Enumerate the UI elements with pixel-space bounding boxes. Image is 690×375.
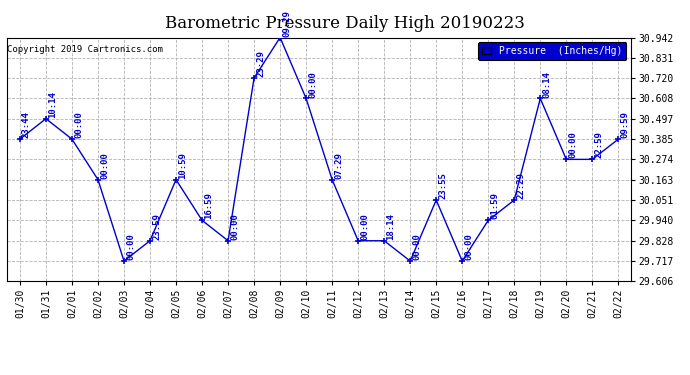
Text: 00:00: 00:00 — [308, 70, 317, 98]
Text: 18:14: 18:14 — [386, 213, 395, 240]
Text: 23:59: 23:59 — [152, 213, 161, 240]
Text: 00:00: 00:00 — [74, 111, 83, 138]
Text: 00:00: 00:00 — [126, 233, 135, 260]
Text: 23:44: 23:44 — [22, 111, 31, 138]
Text: Barometric Pressure Daily High 20190223: Barometric Pressure Daily High 20190223 — [165, 15, 525, 32]
Text: Copyright 2019 Cartronics.com: Copyright 2019 Cartronics.com — [7, 45, 163, 54]
Text: 10:14: 10:14 — [48, 91, 57, 118]
Text: 00:00: 00:00 — [464, 233, 473, 260]
Text: 08:14: 08:14 — [542, 70, 551, 98]
Text: 23:55: 23:55 — [438, 172, 447, 199]
Text: 00:00: 00:00 — [569, 132, 578, 159]
Text: 00:00: 00:00 — [230, 213, 239, 240]
Text: 16:59: 16:59 — [204, 192, 213, 219]
Text: 00:00: 00:00 — [360, 213, 369, 240]
Text: 07:29: 07:29 — [334, 152, 343, 179]
Text: 01:59: 01:59 — [491, 192, 500, 219]
Text: 22:59: 22:59 — [594, 132, 603, 159]
Text: 23:29: 23:29 — [256, 50, 265, 77]
Legend: Pressure  (Inches/Hg): Pressure (Inches/Hg) — [478, 42, 627, 60]
Text: 00:00: 00:00 — [100, 152, 109, 179]
Text: 09:29: 09:29 — [282, 10, 291, 37]
Text: 10:59: 10:59 — [178, 152, 187, 179]
Text: 09:59: 09:59 — [620, 111, 629, 138]
Text: 22:29: 22:29 — [516, 172, 525, 199]
Text: 00:00: 00:00 — [412, 233, 422, 260]
